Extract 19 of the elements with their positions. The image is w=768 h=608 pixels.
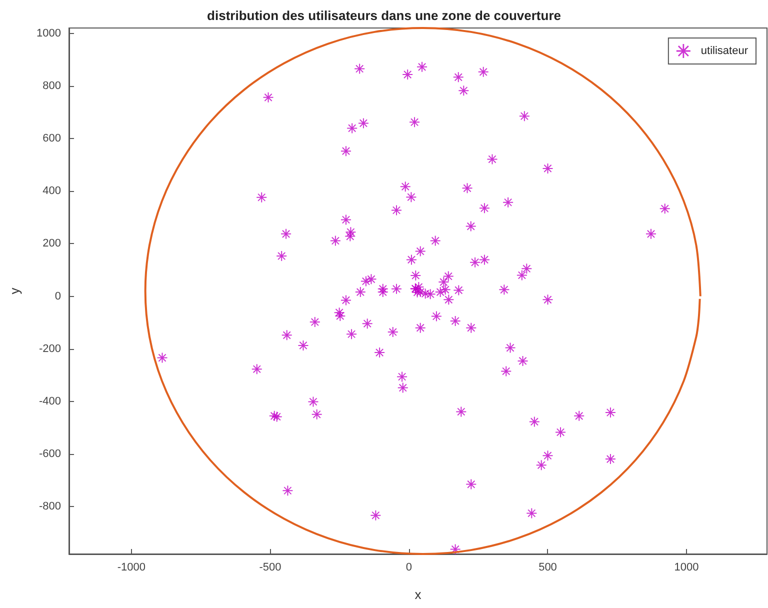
y-tick-label: -200 bbox=[38, 342, 61, 355]
y-tick-label: 800 bbox=[42, 80, 61, 92]
x-tick-label: 500 bbox=[538, 562, 557, 574]
y-tick-label: -600 bbox=[38, 448, 61, 460]
y-tick-label: 400 bbox=[42, 185, 61, 198]
x-tick-label: 1000 bbox=[674, 562, 699, 574]
legend-label: utilisateur bbox=[700, 45, 748, 57]
chart-title: distribution des utilisateurs dans une zone de couverture bbox=[207, 8, 561, 23]
y-tick-label: -800 bbox=[38, 500, 61, 513]
y-tick-label: -400 bbox=[38, 395, 61, 408]
y-tick-label: 0 bbox=[54, 290, 61, 302]
x-tick-label: -500 bbox=[259, 562, 282, 574]
y-axis-title: y bbox=[7, 287, 22, 294]
y-tick-label: 200 bbox=[42, 238, 61, 250]
y-tick-label: 1000 bbox=[36, 27, 61, 40]
x-tick-label: 0 bbox=[406, 562, 412, 574]
x-axis-title: x bbox=[414, 587, 422, 602]
x-tick-label: -1000 bbox=[117, 562, 146, 574]
y-tick-label: 600 bbox=[42, 132, 61, 144]
